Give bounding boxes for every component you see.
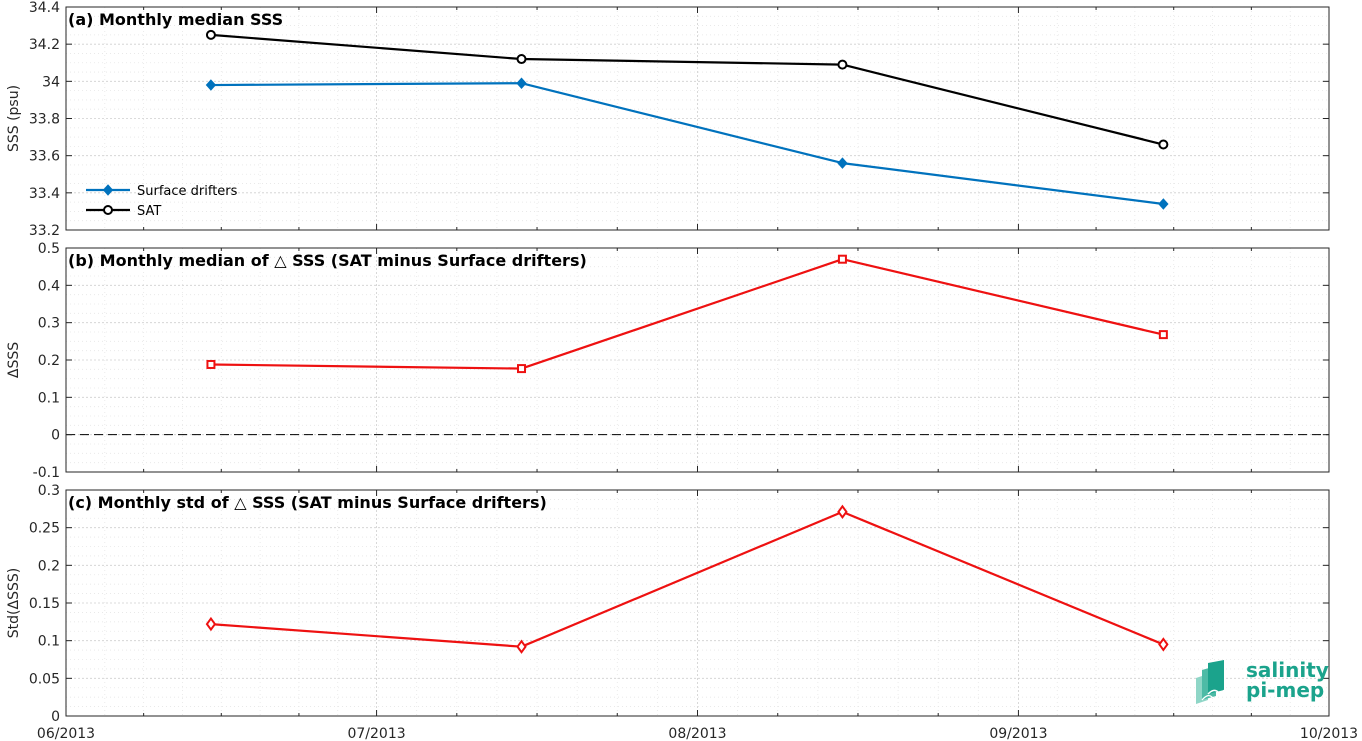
data-point-diamond (102, 184, 114, 196)
x-axis-tick-labels: 06/2013 07/2013 08/2013 09/2013 10/2013 (37, 726, 1358, 741)
x-tick-label: 07/2013 (347, 726, 405, 741)
y-tick-label: 33.6 (29, 149, 60, 165)
panel-b: -0.1 0 0.1 0.2 0.3 0.4 0.5 ΔSSS (b) Monthly medi… (6, 241, 1330, 481)
y-tick-label: 0.3 (38, 316, 60, 332)
data-point-diamond (1158, 637, 1169, 652)
data-point-diamond (516, 77, 527, 89)
series-delta-sss (205, 504, 1169, 654)
y-tick-label: 34.2 (29, 37, 60, 53)
panel-title: (b) Monthly median of △ SSS (SAT minus S… (68, 251, 587, 270)
data-point-circle (1158, 139, 1169, 150)
data-point-circle (103, 205, 113, 215)
y-tick-label: 0.25 (29, 521, 60, 537)
panel-a: 33.2 33.4 33.6 33.8 34 34.2 34.4 SSS (psu) (a) M… (6, 0, 1330, 239)
panel-c: 0 0.05 0.1 0.15 0.2 0.25 0.3 Std(ΔSSS) (c) Month… (6, 483, 1330, 725)
y-tick-label: 33.8 (29, 112, 60, 128)
panels: 33.2 33.4 33.6 33.8 34 34.2 34.4 SSS (psu) (a) M… (6, 0, 1330, 725)
x-tick-label: 10/2013 (1300, 726, 1358, 741)
y-tick-label: 0.5 (38, 241, 60, 257)
data-point-diamond (1158, 198, 1169, 210)
y-tick-label: 0.15 (29, 596, 60, 612)
y-tick-label: 34.4 (29, 0, 60, 16)
legend: Surface drifters SAT (86, 184, 238, 219)
data-point-square (837, 254, 847, 264)
data-point-diamond (516, 639, 527, 654)
data-point-circle (205, 29, 216, 40)
legend-label: Surface drifters (137, 184, 238, 199)
data-point-diamond (205, 616, 217, 632)
panel-title: (c) Monthly std of △ SSS (SAT minus Surf… (68, 493, 547, 512)
series-delta-sss (206, 254, 1168, 374)
y-tick-label: 0.3 (38, 483, 60, 499)
y-tick-label: -0.1 (33, 465, 60, 481)
series-surface-drifters (205, 77, 1169, 210)
data-point-diamond (837, 504, 848, 520)
data-point-square (1158, 330, 1168, 340)
series-line (210, 82, 1164, 206)
y-tick-label: 0.1 (38, 634, 60, 650)
data-point-circle (516, 54, 527, 65)
data-point-diamond (205, 79, 217, 91)
legend-label: SAT (137, 204, 161, 219)
series-line (210, 33, 1164, 146)
y-tick-label: 0.05 (29, 671, 60, 687)
y-tick-label: 0 (51, 709, 60, 725)
y-tick-label: 0 (51, 428, 60, 444)
data-point-circle (837, 59, 848, 70)
salinity-pi-mep-logo: salinity pi-mep (1196, 658, 1329, 704)
logo-text-line2: pi-mep (1246, 678, 1324, 702)
data-point-diamond (837, 157, 848, 169)
x-tick-label: 06/2013 (37, 726, 95, 741)
x-tick-label: 08/2013 (668, 726, 726, 741)
y-tick-label: 34 (42, 74, 60, 90)
y-tick-label: 33.4 (29, 186, 60, 202)
series-line (210, 510, 1164, 648)
series-sat (205, 29, 1169, 150)
y-tick-label: 0.2 (38, 353, 60, 369)
y-axis-label: ΔSSS (6, 342, 22, 378)
y-axis-label: SSS (psu) (6, 85, 22, 152)
data-point-square (206, 359, 216, 369)
y-tick-label: 0.1 (38, 390, 60, 406)
y-tick-label: 0.4 (38, 278, 60, 294)
logo-mark (1196, 660, 1225, 704)
y-tick-label: 0.2 (38, 558, 60, 574)
panel-title: (a) Monthly median SSS (68, 10, 283, 29)
data-point-square (517, 364, 527, 374)
y-axis-label: Std(ΔSSS) (6, 568, 22, 638)
series-line (210, 258, 1164, 370)
x-tick-label: 09/2013 (989, 726, 1047, 741)
logo-text-line1: salinity (1246, 658, 1329, 682)
y-tick-label: 33.2 (29, 223, 60, 239)
